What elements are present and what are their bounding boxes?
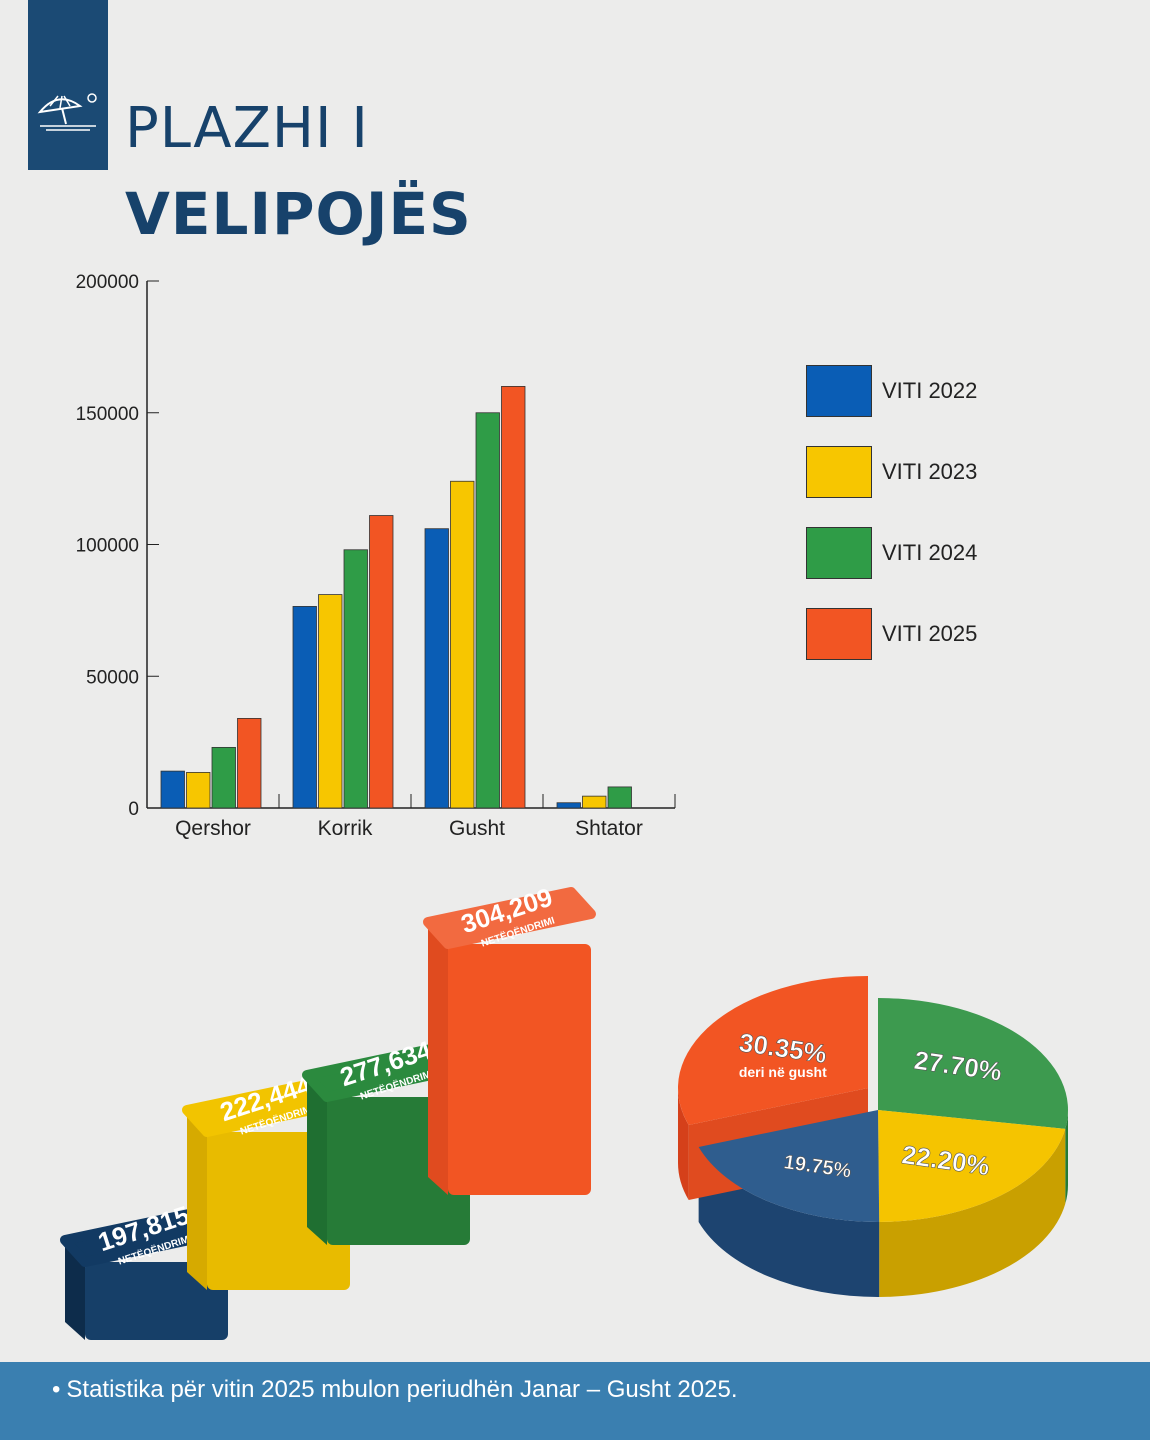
grouped-bar-chart: 0 50000 100000 150000 200000 Qershor Korrik Gus… [76,272,676,840]
bar-viti-2024 [211,746,236,809]
bar-viti-2023 [318,594,343,809]
footer-text: Statistika për vitin 2025 mbulon periudh… [66,1376,738,1403]
bar-viti-2022 [292,606,317,809]
bar-viti-2025 [237,718,262,809]
3d-total-bars: 197,815NETËQËNDRIMI222,444NETËQËNDRIMI27… [60,882,596,1340]
block-side [65,1240,85,1340]
block-side [187,1110,207,1290]
bar-viti-2023 [186,772,211,809]
legend-item: VITI 2024 [806,526,977,580]
legend: VITI 2022 VITI 2023 VITI 2024 VITI 2025 [806,364,977,688]
x-tick-label: Qershor [175,817,251,840]
legend-swatch [806,608,872,660]
footer-note: • Statistika për vitin 2025 mbulon periud… [0,1362,1150,1440]
y-tick-label: 150000 [76,404,139,425]
pie-slice-top [878,1110,1066,1222]
beach-umbrella-icon [37,93,97,131]
x-tick-label: Korrik [318,817,373,840]
legend-label: VITI 2023 [882,459,978,484]
x-tick-label: Shtator [575,817,643,840]
title-line1: PLAZHI I [125,96,369,161]
block-side [428,922,448,1195]
3d-pie-chart: 27.70%22.20%19.75%30.35%deri në gusht [678,976,1068,1297]
y-tick-label: 200000 [76,272,139,293]
y-tick-label: 0 [128,799,139,820]
bar-viti-2022 [556,802,581,809]
legend-item: VITI 2022 [806,364,977,418]
bar-viti-2022 [160,770,185,809]
legend-swatch [806,446,872,498]
pie-slice-note: deri në gusht [739,1064,827,1080]
block-side [307,1075,327,1245]
bar-viti-2022 [424,528,449,809]
pie-slice-side [1065,1110,1068,1204]
bar-viti-2024 [343,549,368,809]
block-top [423,887,596,949]
legend-item: VITI 2025 [806,607,977,661]
bar-viti-2023 [582,795,607,809]
pie-slice-top [678,976,868,1125]
pie-slice-side [879,1128,1066,1297]
legend-label: VITI 2022 [882,378,978,403]
pie-slice-side [698,1146,880,1297]
legend-swatch [806,365,872,417]
legend-label: VITI 2025 [882,621,978,646]
pie-slice-top [878,998,1068,1129]
bar-viti-2024 [475,412,500,809]
y-tick-label: 50000 [86,667,139,688]
x-tick-label: Gusht [449,817,505,840]
logo [28,0,108,170]
bar-viti-2025 [369,515,394,809]
pie-slice-top [698,1110,880,1222]
block-front [85,1262,228,1340]
block-front [448,944,591,1195]
legend-label: VITI 2024 [882,540,978,565]
bar-viti-2025 [501,386,526,809]
y-tick-label: 100000 [76,536,139,557]
bar-viti-2024 [607,786,632,809]
legend-item: VITI 2023 [806,445,977,499]
bullet: • [52,1376,61,1403]
bar-viti-2023 [450,480,475,809]
legend-swatch [806,527,872,579]
pie-slice-side [678,1088,689,1200]
title-line2: VELIPOJËS [125,180,472,248]
